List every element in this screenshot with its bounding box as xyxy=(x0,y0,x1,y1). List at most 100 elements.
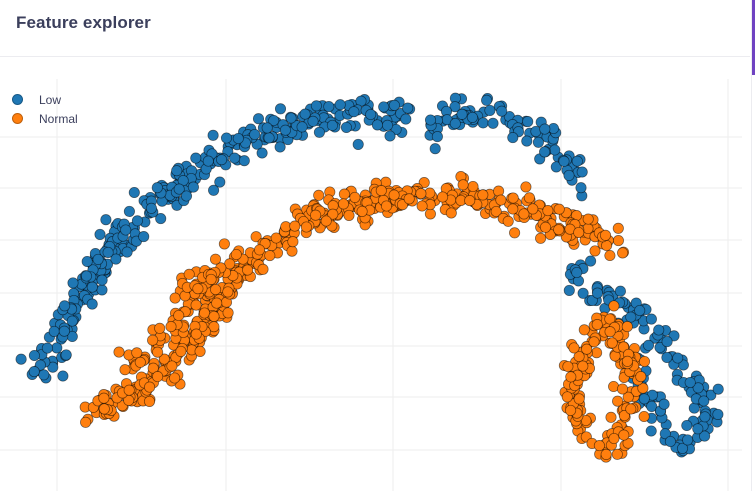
point-normal[interactable] xyxy=(588,336,600,348)
point-normal[interactable] xyxy=(173,309,185,322)
point-normal[interactable] xyxy=(612,395,624,407)
point-low[interactable] xyxy=(238,155,250,167)
point-low[interactable] xyxy=(296,121,308,133)
point-low[interactable] xyxy=(261,122,273,134)
point-low[interactable] xyxy=(532,136,544,148)
point-normal[interactable] xyxy=(169,372,181,384)
point-normal[interactable] xyxy=(320,215,332,227)
point-low[interactable] xyxy=(614,285,626,297)
point-normal[interactable] xyxy=(222,286,234,298)
point-low[interactable] xyxy=(521,135,533,147)
point-low[interactable] xyxy=(645,425,657,437)
point-normal[interactable] xyxy=(313,189,325,201)
point-normal[interactable] xyxy=(518,208,530,220)
point-low[interactable] xyxy=(128,186,140,199)
point-normal[interactable] xyxy=(337,198,350,210)
point-low[interactable] xyxy=(274,141,286,153)
point-normal[interactable] xyxy=(375,185,387,197)
point-low[interactable] xyxy=(481,94,493,106)
point-low[interactable] xyxy=(384,130,396,142)
point-low[interactable] xyxy=(402,102,414,114)
point-low[interactable] xyxy=(28,349,40,362)
point-low[interactable] xyxy=(285,112,297,124)
point-low[interactable] xyxy=(664,435,676,448)
point-normal[interactable] xyxy=(617,247,629,259)
point-normal[interactable] xyxy=(403,193,415,205)
point-normal[interactable] xyxy=(589,245,601,257)
point-normal[interactable] xyxy=(604,249,616,262)
point-normal[interactable] xyxy=(542,205,554,217)
point-low[interactable] xyxy=(654,341,666,354)
point-normal[interactable] xyxy=(606,337,618,349)
point-normal[interactable] xyxy=(611,448,623,460)
point-normal[interactable] xyxy=(565,371,577,383)
point-normal[interactable] xyxy=(568,342,580,354)
point-normal[interactable] xyxy=(561,391,573,403)
point-normal[interactable] xyxy=(464,195,476,207)
point-normal[interactable] xyxy=(562,360,574,373)
point-normal[interactable] xyxy=(509,227,521,239)
point-normal[interactable] xyxy=(211,297,223,309)
point-normal[interactable] xyxy=(616,383,629,395)
point-low[interactable] xyxy=(539,146,551,158)
point-low[interactable] xyxy=(51,342,63,354)
point-low[interactable] xyxy=(208,184,220,196)
point-normal[interactable] xyxy=(582,213,594,225)
point-low[interactable] xyxy=(522,116,534,128)
point-low[interactable] xyxy=(59,300,71,312)
point-normal[interactable] xyxy=(289,220,301,232)
point-low[interactable] xyxy=(466,111,478,123)
point-low[interactable] xyxy=(484,104,496,116)
point-low[interactable] xyxy=(220,132,233,144)
point-normal[interactable] xyxy=(445,207,457,219)
point-low[interactable] xyxy=(371,119,383,131)
point-normal[interactable] xyxy=(218,238,230,250)
point-low[interactable] xyxy=(326,119,338,131)
point-low[interactable] xyxy=(41,342,53,354)
point-normal[interactable] xyxy=(416,200,428,212)
point-low[interactable] xyxy=(658,398,670,410)
point-normal[interactable] xyxy=(604,313,616,325)
point-low[interactable] xyxy=(661,336,673,348)
point-low[interactable] xyxy=(365,108,377,121)
point-low[interactable] xyxy=(348,106,360,118)
point-normal[interactable] xyxy=(338,188,350,200)
point-low[interactable] xyxy=(138,231,150,243)
point-normal[interactable] xyxy=(257,263,269,275)
point-low[interactable] xyxy=(659,428,671,440)
point-low[interactable] xyxy=(682,434,694,446)
point-low[interactable] xyxy=(274,103,287,115)
point-normal[interactable] xyxy=(388,189,400,201)
point-normal[interactable] xyxy=(581,343,593,355)
point-low[interactable] xyxy=(550,161,562,173)
point-low[interactable] xyxy=(96,274,108,286)
point-low[interactable] xyxy=(310,100,322,112)
point-low[interactable] xyxy=(692,382,704,394)
point-normal[interactable] xyxy=(600,448,612,460)
point-normal[interactable] xyxy=(553,203,565,215)
point-normal[interactable] xyxy=(599,229,612,241)
point-low[interactable] xyxy=(216,154,228,166)
point-normal[interactable] xyxy=(286,245,298,257)
point-normal[interactable] xyxy=(169,292,181,304)
point-low[interactable] xyxy=(645,313,657,325)
point-normal[interactable] xyxy=(192,283,204,295)
point-normal[interactable] xyxy=(210,283,222,296)
point-normal[interactable] xyxy=(349,191,361,203)
point-low[interactable] xyxy=(38,369,50,381)
point-low[interactable] xyxy=(268,114,280,127)
point-normal[interactable] xyxy=(437,191,449,203)
point-normal[interactable] xyxy=(194,345,206,357)
point-normal[interactable] xyxy=(113,346,125,358)
point-normal[interactable] xyxy=(520,181,532,193)
point-low[interactable] xyxy=(576,166,588,178)
point-low[interactable] xyxy=(712,408,724,420)
point-normal[interactable] xyxy=(578,324,590,336)
point-low[interactable] xyxy=(634,304,646,317)
point-normal[interactable] xyxy=(310,209,322,221)
point-low[interactable] xyxy=(431,131,443,143)
point-low[interactable] xyxy=(279,124,291,136)
point-normal[interactable] xyxy=(158,353,170,365)
point-low[interactable] xyxy=(123,205,135,217)
point-normal[interactable] xyxy=(208,310,220,322)
